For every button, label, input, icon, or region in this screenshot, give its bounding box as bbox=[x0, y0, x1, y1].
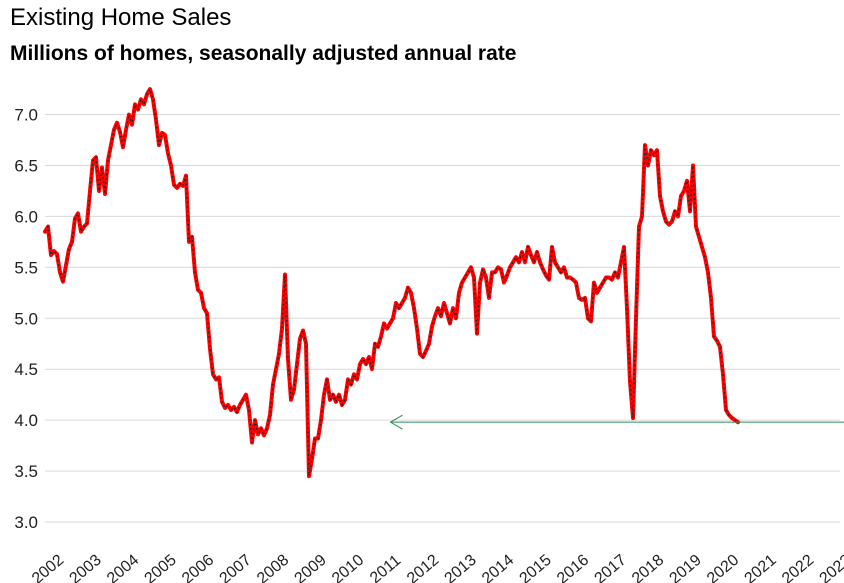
y-tick-label: 5.0 bbox=[14, 309, 38, 328]
chart-subtitle: Millions of homes, seasonally adjusted a… bbox=[10, 42, 517, 65]
x-tick-label: 2005 bbox=[142, 552, 180, 583]
x-tick-label: 2012 bbox=[404, 552, 442, 583]
y-tick-label: 4.5 bbox=[14, 360, 38, 379]
x-tick-label: 2018 bbox=[629, 552, 667, 583]
y-axis-ticks: 3.0 3.5 4.0 4.5 5.0 5.5 6.0 6.5 7.0 bbox=[14, 106, 38, 532]
x-tick-label: 2021 bbox=[742, 552, 780, 583]
x-tick-label: 2020 bbox=[704, 552, 742, 583]
x-tick-label: 2008 bbox=[254, 552, 292, 583]
y-tick-label: 3.5 bbox=[14, 462, 38, 481]
x-tick-label: 2006 bbox=[179, 552, 217, 583]
reference-arrowhead bbox=[389, 414, 403, 430]
x-tick-label: 2015 bbox=[517, 552, 555, 583]
x-tick-label: 2013 bbox=[442, 552, 480, 583]
y-tick-label: 7.0 bbox=[14, 106, 38, 125]
x-tick-label: 2002 bbox=[29, 552, 67, 583]
x-axis-ticks: 2002 2003 2004 2005 2006 2007 2008 2009 2010 2011… bbox=[29, 552, 844, 583]
y-tick-label: 6.0 bbox=[14, 207, 38, 226]
x-tick-label: 2011 bbox=[367, 552, 404, 583]
reference-line-group bbox=[389, 414, 844, 430]
y-tick-label: 3.0 bbox=[14, 513, 38, 532]
x-tick-label: 2004 bbox=[104, 552, 142, 583]
x-tick-label: 2019 bbox=[667, 552, 705, 583]
x-tick-label: 2023 bbox=[817, 552, 844, 583]
x-tick-label: 2014 bbox=[479, 552, 517, 583]
x-tick-label: 2003 bbox=[67, 552, 105, 583]
y-tick-label: 4.0 bbox=[14, 411, 38, 430]
x-tick-label: 2017 bbox=[592, 552, 630, 583]
y-tick-label: 5.5 bbox=[14, 258, 38, 277]
gridlines bbox=[45, 114, 840, 523]
x-tick-label: 2009 bbox=[292, 552, 330, 583]
chart-title: Existing Home Sales bbox=[10, 4, 232, 31]
y-tick-label: 6.5 bbox=[14, 156, 38, 175]
series-line bbox=[43, 87, 740, 479]
x-tick-label: 2016 bbox=[554, 552, 592, 583]
x-tick-label: 2007 bbox=[217, 552, 255, 583]
series-group bbox=[43, 87, 740, 479]
x-tick-label: 2010 bbox=[329, 552, 367, 583]
x-tick-label: 2022 bbox=[779, 552, 817, 583]
